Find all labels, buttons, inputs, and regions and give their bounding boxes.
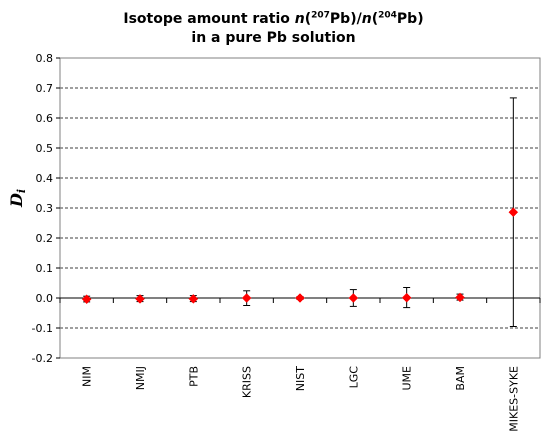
data-point-5	[348, 293, 359, 303]
data-point-7	[455, 292, 465, 303]
title-mass-a: 207	[311, 10, 330, 21]
title-elem-b: Pb	[396, 11, 418, 27]
category-label-0: NIM	[81, 366, 94, 387]
category-label-6: UME	[401, 366, 414, 391]
data-point-6	[401, 292, 412, 303]
chart-title-line-1: Isotope amount ratio n(207Pb)/n(204Pb)	[0, 10, 547, 29]
data-point-8	[508, 207, 519, 218]
category-label-4: NIST	[294, 366, 307, 391]
title-n-a: n	[294, 11, 305, 27]
category-label-7: BAM	[454, 366, 467, 391]
category-label-1: NMIJ	[134, 366, 147, 390]
title-n-b: n	[361, 11, 372, 27]
category-label-2: PTB	[187, 366, 200, 387]
marker-layer	[81, 207, 519, 305]
title-close: )	[417, 11, 424, 27]
y-tick-label-0: -0.2	[32, 352, 53, 365]
y-axis-label-sub: i	[15, 189, 28, 193]
title-prefix: Isotope amount ratio	[123, 11, 295, 27]
title-mass-b: 204	[378, 10, 397, 21]
y-tick-label-5: 0.3	[36, 202, 54, 215]
y-tick-label-8: 0.6	[36, 112, 54, 125]
data-point-2	[188, 294, 199, 304]
title-close-slash: )/	[350, 11, 362, 27]
y-tick-label-1: -0.1	[32, 322, 53, 335]
y-axis-label: Di	[7, 189, 28, 208]
data-point-1	[135, 294, 145, 304]
y-axis-label-main: D	[7, 193, 26, 208]
errorbar-layer	[83, 97, 517, 327]
y-tick-label-10: 0.8	[36, 52, 54, 65]
title-open-a: (	[304, 11, 312, 27]
y-tick-label-4: 0.2	[36, 232, 54, 245]
data-point-0	[81, 294, 92, 305]
y-tick-label-7: 0.5	[36, 142, 54, 155]
chart-title: Isotope amount ratio n(207Pb)/n(204Pb) i…	[0, 10, 547, 48]
data-point-4	[295, 293, 305, 303]
chart-title-line-2: in a pure Pb solution	[191, 30, 356, 46]
category-label-5: LGC	[347, 366, 360, 389]
grid-layer	[60, 87, 540, 329]
y-tick-label-3: 0.1	[36, 262, 54, 275]
data-point-3	[241, 293, 252, 303]
y-tick-label-6: 0.4	[36, 172, 54, 185]
category-label-8: MIKES-SYKE	[507, 366, 520, 432]
category-label-3: KRISS	[241, 366, 254, 398]
title-open-b: (	[371, 11, 379, 27]
y-tick-label-9: 0.7	[36, 82, 54, 95]
label-layer: -0.2 -0.1 0.0 0.1 0.2 0.3 0.4 0.5 0.6 0.7 0.8 NIM NM…	[32, 52, 521, 432]
title-elem-a: Pb	[329, 11, 351, 27]
y-tick-label-2: 0.0	[36, 292, 54, 305]
